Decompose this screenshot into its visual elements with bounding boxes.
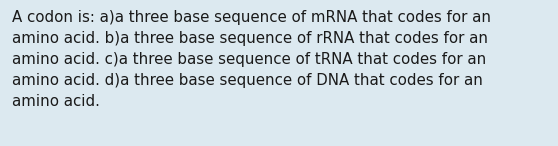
Text: A codon is: a)a three base sequence of mRNA that codes for an
amino acid. b)a th: A codon is: a)a three base sequence of m…: [12, 10, 491, 109]
